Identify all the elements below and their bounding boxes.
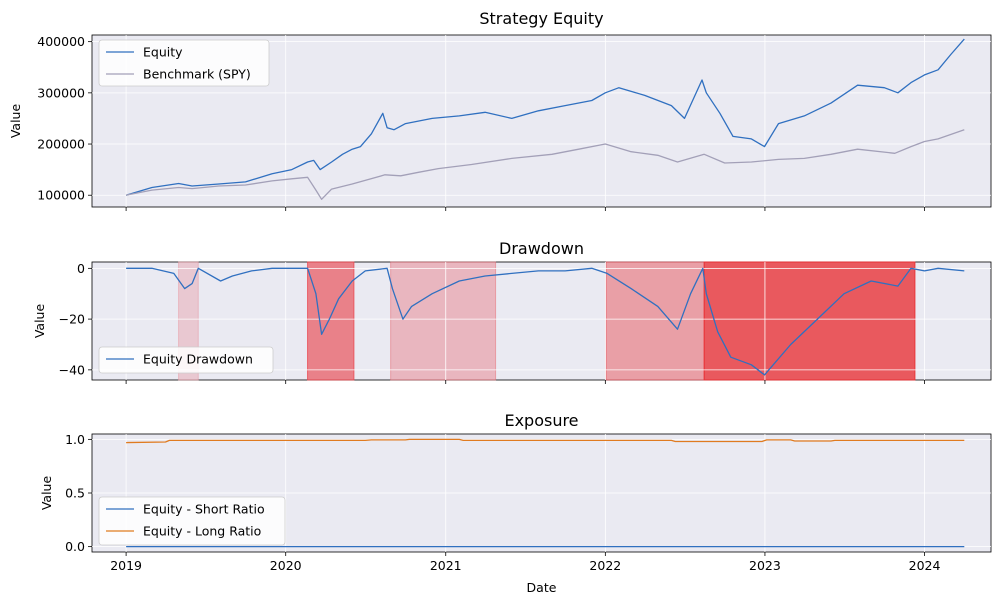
legend-box <box>98 496 286 546</box>
legend-entry: Equity - Long Ratio <box>143 524 261 539</box>
drawdown-title: Drawdown <box>499 239 584 258</box>
y-tick-label: 0 <box>77 261 85 276</box>
series-line-equity-long-ratio <box>126 438 965 444</box>
drawdown-period-shade-4 <box>605 261 705 381</box>
exposure-panel: Exposure 0.0 0.5 1.0 2019 2020 2021 2022 2023 2… <box>39 411 992 595</box>
y-tick-label: 1.0 <box>65 432 85 447</box>
y-tick-label: −20 <box>59 312 85 327</box>
drawdown-panel: Drawdown −40 −20 0 Value Equity Drawdown <box>32 239 992 384</box>
exposure-ylabel: Value <box>39 476 54 511</box>
drawdown-period-shade-2 <box>307 261 355 381</box>
legend-entry: Benchmark (SPY) <box>143 67 251 82</box>
y-tick-label: 0.5 <box>65 486 85 501</box>
drawdown-period-shade-3 <box>390 261 497 381</box>
series-line-equity-drawdown <box>126 267 965 376</box>
y-tick-label: 400000 <box>37 34 85 49</box>
x-tick-label: 2021 <box>430 558 462 573</box>
y-tick-label: 100000 <box>37 188 85 203</box>
legend-box <box>98 39 270 87</box>
y-tick-label: −40 <box>59 362 85 377</box>
equity-title: Strategy Equity <box>479 9 603 28</box>
x-tick-label: 2022 <box>589 558 621 573</box>
x-tick-label: 2020 <box>270 558 302 573</box>
equity-ylabel: Value <box>8 104 23 139</box>
x-tick-label: 2023 <box>749 558 781 573</box>
legend-entry: Equity <box>143 45 183 60</box>
series-line-benchmark-spy <box>125 129 965 200</box>
legend-entry: Equity - Short Ratio <box>143 502 265 517</box>
drawdown-ylabel: Value <box>32 304 47 339</box>
y-tick-label: 0.0 <box>65 539 85 554</box>
exposure-xlabel: Date <box>527 580 557 595</box>
legend-entry: Equity Drawdown <box>143 352 253 367</box>
equity-panel: Strategy Equity 100000 200000 300000 400000… <box>8 9 992 211</box>
y-tick-label: 300000 <box>37 85 85 100</box>
drawdown-period-shade-5 <box>703 261 916 381</box>
exposure-title: Exposure <box>504 411 578 430</box>
x-tick-label: 2019 <box>110 558 142 573</box>
x-tick-label: 2024 <box>909 558 941 573</box>
y-tick-label: 200000 <box>37 137 85 152</box>
series-line-equity <box>125 38 965 196</box>
legend-box <box>98 346 274 374</box>
